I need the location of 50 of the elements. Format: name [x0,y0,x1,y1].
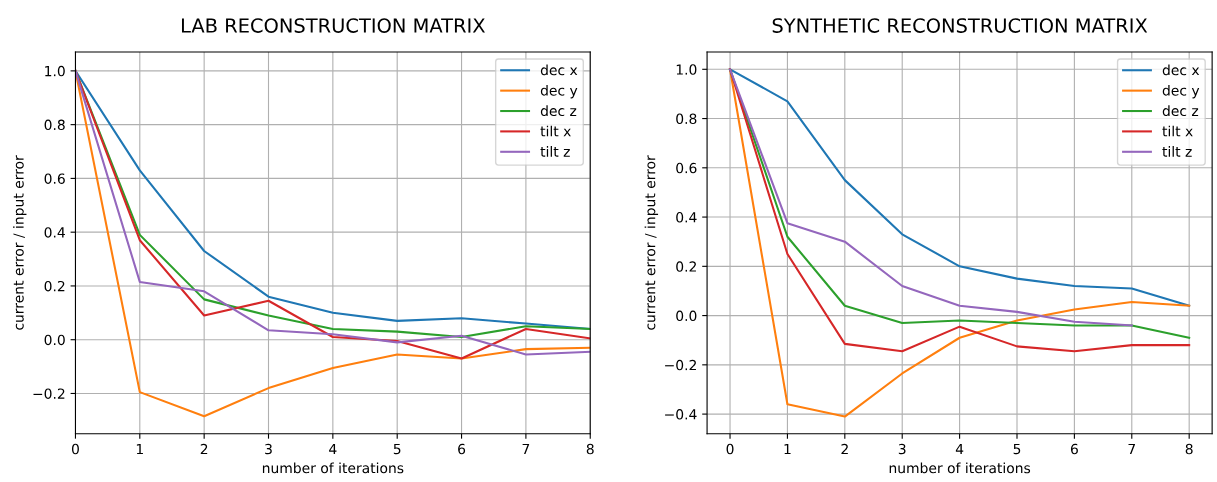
x-tick-label: 3 [265,443,272,455]
legend-label: dec z [540,105,577,117]
x-tick-label: 4 [329,443,337,455]
x-tick-label: 5 [393,443,401,455]
y-tick-label: 0.2 [676,261,696,272]
x-axis-title: number of iterations [262,462,404,474]
y-tick-label: −0.2 [665,359,696,371]
y-tick-label: 0.2 [44,280,65,292]
legend-label: dec z [1162,105,1199,117]
x-axis-title: number of iterations [889,462,1031,474]
x-tick-label: 2 [841,443,848,455]
y-tick-label: −0.4 [665,409,697,420]
legend-label: dec x [540,64,578,76]
x-tick-label: 2 [200,443,208,455]
chart-title: LAB RECONSTRUCTION MATRIX [182,18,485,33]
legend-label: tilt x [1162,125,1193,137]
chart-title: SYNTHETIC RECONSTRUCTION MATRIX [772,18,1148,33]
y-tick-label: 0.8 [676,113,697,125]
legend-label: dec y [540,84,578,99]
line-series [728,68,1133,327]
y-tick-label: 0.4 [676,212,697,223]
y-tick-label: −0.2 [33,388,65,399]
x-tick-label: 4 [955,443,964,455]
x-tick-label: 8 [586,443,594,455]
y-tick-label: 0.0 [676,310,697,322]
y-axis-title: current error / input error [644,155,659,330]
y-tick-label: 1.0 [45,65,65,77]
x-tick-label: 6 [1070,443,1078,455]
y-axis-title: current error / input error [13,155,27,330]
legend-label: tilt z [1162,146,1192,157]
legend-label: dec y [1162,84,1200,99]
y-tick-label: 0.4 [44,227,65,238]
x-tick-label: 1 [784,443,791,455]
y-tick-label: 1.0 [676,64,697,75]
legend-label: tilt z [540,146,570,157]
x-tick-label: 6 [458,443,466,455]
y-tick-label: 0.0 [44,334,65,346]
x-tick-label: 3 [898,443,906,455]
x-tick-label: 5 [1013,443,1021,455]
y-tick-label: 0.6 [676,162,697,174]
x-tick-label: 8 [1185,443,1193,455]
x-tick-label: 1 [136,443,143,455]
legend-label: dec x [1162,64,1200,76]
x-tick-label: 7 [522,443,530,455]
legend-label: tilt x [540,125,571,137]
y-tick-label: 0.6 [44,173,65,184]
x-tick-label: 7 [1128,443,1136,455]
x-tick-label: 0 [726,443,734,455]
y-tick-label: 0.8 [44,119,65,131]
x-tick-label: 0 [71,443,79,455]
